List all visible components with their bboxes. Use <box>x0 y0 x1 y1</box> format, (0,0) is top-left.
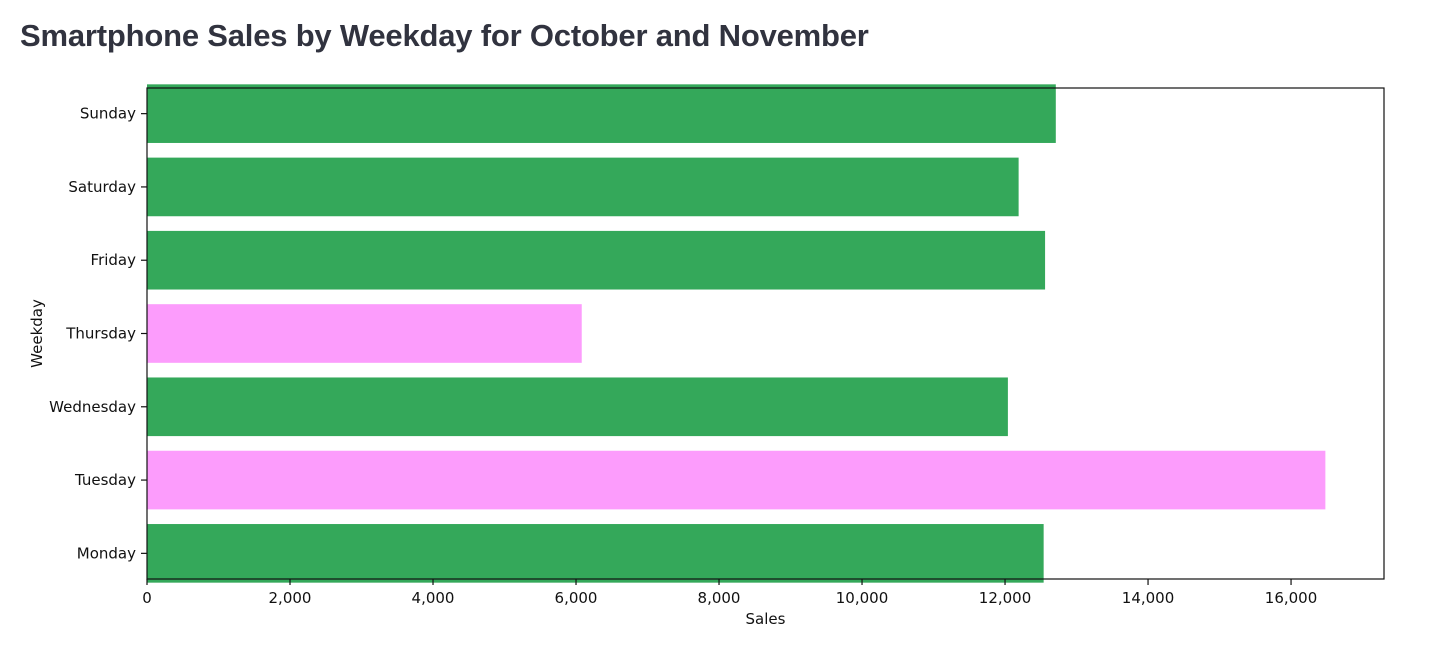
bar-sunday <box>147 84 1056 143</box>
y-tick-label-friday: Friday <box>91 251 137 269</box>
y-tick-label-thursday: Thursday <box>65 325 136 343</box>
bar-tuesday <box>147 450 1326 510</box>
bar-thursday <box>147 304 582 363</box>
bar-monday <box>147 524 1044 583</box>
y-tick-label-monday: Monday <box>77 544 136 562</box>
x-tick-label-4000: 4,000 <box>412 589 455 607</box>
y-tick-label-tuesday: Tuesday <box>74 471 136 489</box>
x-tick-label-6000: 6,000 <box>555 589 598 607</box>
y-tick-label-saturday: Saturday <box>68 178 136 196</box>
x-axis-label: Sales <box>746 610 786 628</box>
y-axis-label: Weekday <box>28 299 46 368</box>
bar-saturday <box>147 157 1019 217</box>
bar-wednesday <box>147 377 1008 437</box>
bar-friday <box>147 230 1046 290</box>
x-tick-label-12000: 12,000 <box>979 589 1032 607</box>
y-ticks: Monday Tuesday Wednesday Thursday Friday Satu… <box>49 105 147 562</box>
x-tick-label-8000: 8,000 <box>698 589 741 607</box>
x-tick-label-0: 0 <box>142 589 152 607</box>
bars-layer <box>147 84 1326 583</box>
page-title: Smartphone Sales by Weekday for October … <box>20 18 869 53</box>
y-tick-label-sunday: Sunday <box>80 105 136 123</box>
y-tick-label-wednesday: Wednesday <box>49 398 136 416</box>
x-ticks: 0 2,000 4,000 6,000 8,000 10,000 12,000 14,000 1… <box>142 579 1317 607</box>
x-tick-label-10000: 10,000 <box>836 589 889 607</box>
x-tick-label-14000: 14,000 <box>1122 589 1175 607</box>
x-tick-label-16000: 16,000 <box>1265 589 1318 607</box>
x-tick-label-2000: 2,000 <box>269 589 312 607</box>
